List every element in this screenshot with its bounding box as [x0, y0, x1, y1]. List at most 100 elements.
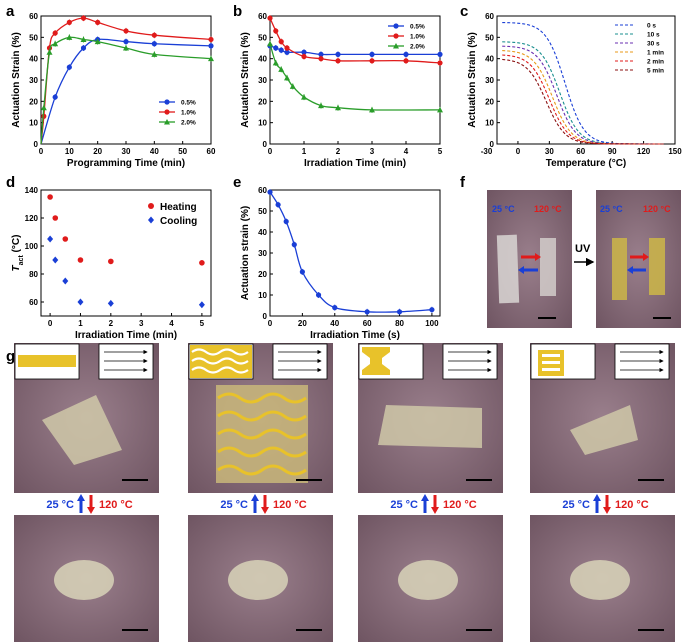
x-tick-label: 80 — [395, 319, 404, 328]
legend-marker — [164, 109, 170, 115]
data-point — [403, 58, 409, 64]
x-tick-label: 0 — [268, 147, 273, 156]
pattern-stripe — [18, 355, 76, 367]
legend-marker — [148, 203, 154, 209]
plot-frame — [40, 189, 212, 317]
data-point — [199, 260, 205, 266]
pattern-slot — [542, 354, 560, 357]
x-tick-label: 5 — [438, 147, 443, 156]
legend-marker — [393, 43, 399, 49]
x-tick-label: 60 — [207, 147, 216, 156]
data-point — [62, 277, 69, 285]
y-axis-label: Actuation Strain (%) — [240, 32, 251, 128]
uv-arrow: UV — [574, 243, 595, 267]
data-point — [77, 298, 84, 306]
x-tick-label: 50 — [178, 147, 187, 156]
legend-marker — [393, 33, 399, 39]
temp-label-hot: 120 °C — [643, 204, 671, 214]
data-point — [151, 41, 157, 47]
data-point — [284, 45, 290, 51]
temp-label-cold: 25 °C — [562, 499, 590, 511]
data-point — [46, 49, 53, 55]
photo-column: 25 °C 120 °C — [530, 343, 675, 642]
data-point — [291, 242, 297, 248]
data-point — [364, 309, 370, 315]
chart-e: 0 20 40 60 80 100 0 10 20 30 40 50 60 Irradiation Tim… — [240, 186, 441, 341]
actuated-sample — [54, 560, 114, 600]
y-axis-label-main: T — [11, 264, 22, 271]
legend-label: 0.5% — [181, 100, 196, 107]
y-axis-label-unit: (°C) — [11, 235, 22, 256]
x-tick-label: 5 — [200, 319, 205, 328]
temp-label-cold: 25 °C — [390, 499, 418, 511]
data-point — [52, 94, 58, 100]
data-point — [437, 51, 443, 58]
data-point — [315, 292, 322, 298]
data-point — [403, 51, 409, 58]
data-point — [437, 106, 443, 113]
panel-label-g: g — [6, 348, 15, 365]
data-point — [52, 40, 59, 47]
x-tick-label: 60 — [363, 319, 372, 328]
film-strip-clear — [496, 234, 520, 304]
data-point — [289, 83, 296, 89]
x-tick-label: 60 — [576, 147, 585, 156]
x-axis-label: Irradiation Time (s) — [310, 330, 400, 341]
data-point — [151, 51, 158, 57]
data-point — [301, 94, 307, 100]
arrow-down-head — [261, 507, 269, 514]
x-tick-label: 0 — [516, 147, 521, 156]
y-axis-label-sub: act — [18, 255, 25, 266]
pattern-wave — [191, 357, 249, 365]
legend-marker — [393, 23, 399, 29]
data-point — [396, 309, 403, 315]
series-line — [40, 36, 212, 145]
data-point — [335, 104, 341, 111]
arrow-up-head — [421, 494, 429, 501]
data-point — [208, 36, 214, 43]
y-tick-label: 50 — [258, 207, 267, 216]
data-point — [94, 38, 101, 45]
direction-thumbnail — [442, 343, 498, 380]
data-point — [275, 202, 281, 208]
x-tick-label: 90 — [608, 147, 617, 156]
temp-label-hot: 120 °C — [615, 499, 649, 511]
film-wave-stripe — [217, 428, 307, 440]
photo-f-right: 25 °C 120 °C — [596, 190, 681, 328]
data-point — [318, 51, 324, 58]
series-line — [502, 58, 664, 145]
y-tick-label: 50 — [258, 33, 267, 42]
data-point — [318, 102, 324, 109]
data-point — [123, 39, 129, 45]
y-tick-label: 0 — [34, 140, 39, 149]
data-point — [267, 15, 273, 21]
data-point — [151, 32, 157, 38]
x-axis-label: Programming Time (min) — [67, 158, 185, 169]
data-point — [283, 218, 289, 225]
panel-label-c: c — [460, 3, 468, 20]
x-tick-label: 10 — [65, 147, 74, 156]
legend-label: 2 min — [647, 59, 664, 66]
y-tick-label: 0 — [263, 312, 268, 321]
data-point — [66, 64, 72, 70]
data-point — [273, 45, 279, 51]
legend-label: 0.5% — [410, 24, 425, 31]
y-axis-label: Tact (°C) — [11, 235, 25, 272]
legend-label: 0 s — [647, 23, 656, 30]
data-point — [123, 45, 129, 51]
data-point — [273, 28, 279, 34]
x-axis-label: Temperature (°C) — [546, 158, 627, 169]
y-tick-label: 30 — [258, 249, 267, 258]
actuated-sample — [228, 560, 288, 600]
y-tick-label: 120 — [25, 214, 39, 223]
x-axis-label: Irradiation Time (min) — [304, 158, 406, 169]
data-point — [272, 59, 279, 66]
legend-marker — [148, 216, 154, 224]
data-point — [52, 215, 59, 221]
panel-label-a: a — [6, 3, 15, 20]
x-tick-label: 120 — [637, 147, 651, 156]
panel-label-b: b — [233, 3, 242, 20]
y-tick-label: 10 — [258, 291, 267, 300]
data-point — [66, 34, 73, 40]
